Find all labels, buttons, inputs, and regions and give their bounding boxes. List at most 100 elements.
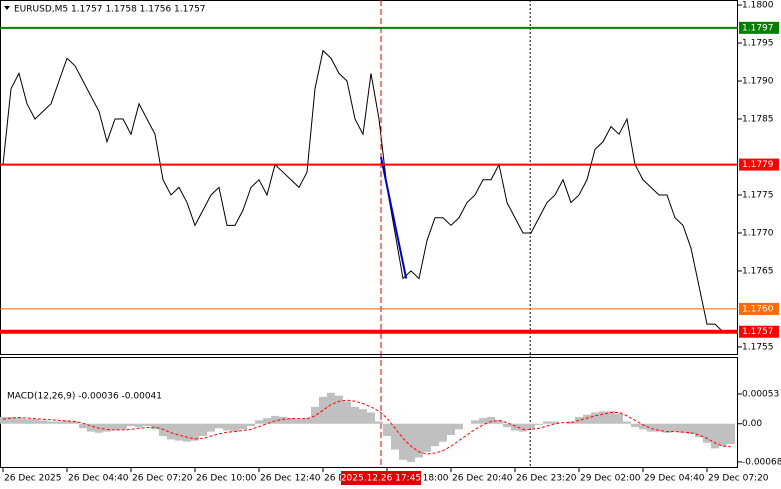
macd-bar — [647, 423, 655, 432]
macd-bar — [23, 419, 31, 424]
y-tick-label: 1.1795 — [742, 39, 774, 49]
macd-bar — [223, 423, 231, 431]
macd-bar — [535, 423, 543, 425]
macd-bar — [703, 423, 711, 443]
y-tick-label: 1.1790 — [742, 77, 774, 87]
cursor-label: 2025.12.26 17:45 — [341, 474, 421, 484]
macd-bar — [39, 420, 47, 424]
macd-bar — [487, 416, 495, 424]
macd-bar — [319, 396, 327, 424]
level-label: 1.1797 — [742, 23, 774, 33]
macd-bar — [159, 423, 167, 437]
macd-bar — [471, 420, 479, 424]
signal-line — [2, 399, 732, 455]
x-tick-label: 26 Dec 23:20 — [516, 474, 577, 484]
level-box — [739, 21, 779, 34]
macd-bar — [135, 423, 143, 428]
macd-bar — [343, 401, 351, 424]
macd-bar — [271, 415, 279, 424]
x-tick-label: 29 Dec 07:20 — [708, 474, 769, 484]
macd-bar — [215, 423, 223, 429]
macd-bar — [727, 423, 735, 444]
macd-bar — [495, 420, 503, 424]
macd-bar — [615, 413, 623, 424]
macd-bar — [199, 423, 207, 437]
macd-bar — [175, 423, 183, 441]
macd-bar — [0, 416, 7, 424]
level-box — [739, 302, 779, 315]
macd-bar — [335, 395, 343, 424]
macd-bar — [111, 423, 119, 431]
y-tick-label: -0.00068 — [742, 457, 781, 467]
macd-bar — [391, 423, 399, 450]
trend-line — [380, 156, 408, 279]
macd-bar — [351, 406, 359, 424]
macd-bar — [63, 420, 71, 424]
macd-frame — [0, 357, 738, 468]
x-tick-label: 26 Dec 04:40 — [68, 474, 129, 484]
macd-bar — [607, 411, 615, 424]
macd-bar — [55, 421, 63, 424]
macd-bar — [623, 421, 631, 424]
price-line — [2, 49, 731, 333]
macd-bar — [591, 412, 599, 424]
macd-bar — [383, 423, 391, 437]
x-tick-label: 26 Dec 12:40 — [260, 474, 321, 484]
macd-bar — [327, 392, 335, 424]
macd-bar — [399, 423, 407, 460]
macd-bar — [695, 423, 703, 438]
y-tick-label: 1.1800 — [742, 1, 774, 11]
macd-bar — [455, 423, 463, 430]
title-arrow — [4, 6, 10, 10]
macd-bar — [255, 420, 263, 424]
macd-bar — [15, 418, 23, 424]
y-tick-label: 1.1770 — [742, 228, 774, 238]
macd-bar — [287, 418, 295, 424]
price-frame — [0, 0, 738, 355]
macd-bar — [7, 416, 15, 424]
y-tick-label: 1.1755 — [742, 342, 774, 352]
macd-bar — [511, 423, 519, 431]
macd-bar — [711, 423, 719, 449]
macd-bar — [143, 423, 151, 426]
macd-bar — [447, 423, 455, 435]
macd-bar — [279, 416, 287, 424]
macd-bar — [503, 423, 511, 428]
x-tick-label: 29 Dec 02:00 — [580, 474, 641, 484]
macd-title: MACD(12,26,9) -0.00036 -0.00041 — [7, 392, 162, 402]
macd-bar — [527, 423, 535, 429]
y-tick-label: 1.1765 — [742, 266, 774, 276]
macd-bar — [247, 423, 255, 426]
macd-bar — [79, 423, 87, 429]
macd-bar — [47, 421, 55, 424]
macd-bar — [543, 421, 551, 424]
macd-bar — [183, 423, 191, 442]
macd-bar — [231, 423, 239, 432]
macd-bar — [599, 411, 607, 424]
y-tick-label: 0.00053 — [742, 389, 779, 399]
level-label: 1.1779 — [742, 160, 774, 170]
macd-bar — [207, 423, 215, 432]
macd-bar — [719, 423, 727, 447]
macd-bar — [679, 423, 687, 433]
macd-bar — [575, 416, 583, 424]
macd-bar — [519, 423, 527, 432]
macd-bar — [551, 421, 559, 424]
y-tick-label: 0.00 — [742, 419, 762, 429]
macd-bar — [311, 406, 319, 424]
macd-bar — [151, 423, 159, 430]
x-tick-label: 29 Dec 04:40 — [644, 474, 705, 484]
x-tick-label: 26 Dec 2025 — [4, 474, 62, 484]
level-label: 1.1760 — [742, 304, 774, 314]
level-box — [739, 158, 779, 171]
macd-bar — [479, 418, 487, 424]
x-tick-label: 26 Dec 10:00 — [196, 474, 257, 484]
macd-bar — [375, 421, 383, 424]
macd-bar — [687, 423, 695, 434]
macd-bar — [119, 423, 127, 430]
macd-bar — [407, 423, 415, 462]
macd-bar — [671, 423, 679, 432]
macd-bar — [103, 423, 111, 432]
y-tick-label: 1.1775 — [742, 190, 774, 200]
macd-bar — [359, 409, 367, 424]
